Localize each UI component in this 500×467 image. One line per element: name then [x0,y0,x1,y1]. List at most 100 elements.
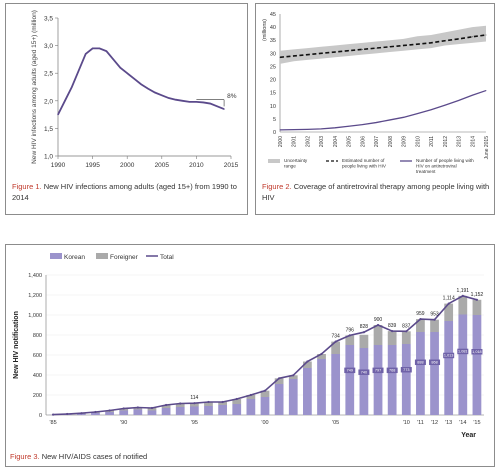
korean-label-box [358,369,370,375]
total-point [433,318,436,321]
data-point [216,105,218,107]
data-point [362,49,363,50]
bar-foreigner [317,354,326,359]
y-tick-label: 3,5 [44,16,53,23]
data-point [348,50,350,52]
bar-foreigner [401,331,411,344]
bar-korean [345,345,355,415]
data-point [444,104,446,106]
total-point [136,406,139,409]
total-point [278,377,281,380]
bar-korean [105,412,114,415]
x-tick-label: '90 [120,420,127,426]
bar-foreigner [175,403,185,407]
data-point [293,129,295,131]
bar-korean [274,384,284,415]
x-tick-label: 2006 [360,136,366,147]
bar-korean [189,406,199,415]
figure-3-caption: Figure 3. New HIV/AIDS cases of notified [10,452,480,463]
x-tick-label: '95 [191,420,198,426]
bar-korean [387,345,397,415]
total-point [122,407,125,410]
total-data-label: 734 [331,334,340,340]
data-point [126,72,128,74]
korean-label-box [414,359,426,366]
korean-data-label: 797 [375,369,381,373]
x-tick-label: 2009 [402,136,408,147]
bar-korean [119,410,129,415]
total-point [475,298,479,301]
data-point [279,56,281,58]
x-tick-label: 2014 [470,136,476,147]
korean-data-label: 768 [389,369,395,373]
data-point [57,114,59,116]
y-tick-label: 800 [33,333,42,339]
x-tick-label: 2004 [333,136,339,147]
total-data-label: 1,191 [457,288,470,294]
korean-label-box [372,367,384,374]
korean-label-box [429,359,441,366]
bar-foreigner [246,395,256,399]
data-point [202,101,204,104]
y-tick-label: 2,5 [44,71,53,78]
x-tick-label: '14 [459,420,466,426]
bar-korean [260,397,270,415]
uncertainty-band [280,25,486,64]
bar-foreigner [274,378,284,384]
data-point [348,125,350,127]
figure-3-panel: Korean Foreigner Total 0 200 400 600 800 1,000 1,… [5,244,495,467]
bar-foreigner [303,361,312,368]
korean-data-label: 773 [403,368,409,372]
bar-foreigner [345,335,355,345]
data-point [320,52,322,54]
korean-label-box [457,348,469,355]
bar-korean [175,407,185,415]
bar-korean [218,405,227,415]
x-tick-label: 2010 [415,136,421,147]
data-point [307,54,308,56]
total-point [164,403,168,407]
data-point [168,97,170,99]
korean-data-label: 1,018 [472,350,482,354]
data-point [181,100,184,102]
data-point [140,83,142,85]
legend-swatch-korean [50,253,62,259]
data-point [175,99,177,101]
data-point [471,36,473,38]
x-tick-label: '10 [403,420,410,426]
bar-korean [458,314,468,415]
legend-label-1: Estimated number of people living with HI… [342,158,387,169]
y-tick-label: 45 [270,12,276,18]
bar-foreigner [232,399,242,404]
figure-2-chart: 0 5 10 15 20 25 30 35 40 45(millions) 2000 2001 2002… [262,12,490,174]
x-tick-label: 2013 [457,136,463,147]
total-point [461,294,464,297]
korean-data-label: 1,013 [444,354,454,358]
data-point [485,34,487,36]
data-point [471,94,473,96]
total-data-label: 1,114 [443,296,455,302]
bar-foreigner [331,341,341,354]
bar-foreigner [288,375,298,379]
total-point [249,393,252,397]
x-tick-label: 2005 [347,136,353,147]
data-point [92,47,94,49]
data-point [119,67,121,69]
x-tick-label: 2015 [224,162,239,169]
infection-line [57,47,225,116]
data-point [334,51,336,53]
data-point [78,69,80,72]
art-coverage-line [279,89,487,131]
y-tick-label: 1,5 [44,126,53,133]
legend-label-2: Number of people living with HIV on antir… [416,158,474,174]
x-axis-title: Year [461,432,476,439]
figure-2-caption-text: Coverage of antiretroviral therapy among… [262,182,490,202]
y-axis-title: (millions) [262,19,268,41]
x-tick-label: '13 [445,420,452,426]
korean-label-box [344,367,356,374]
y-axis-title: New HIV infections among adults (aged 15… [31,10,38,164]
data-point [105,50,108,52]
x-tick-label: '12 [431,420,438,426]
total-point [447,302,450,305]
bar-korean [444,321,454,415]
